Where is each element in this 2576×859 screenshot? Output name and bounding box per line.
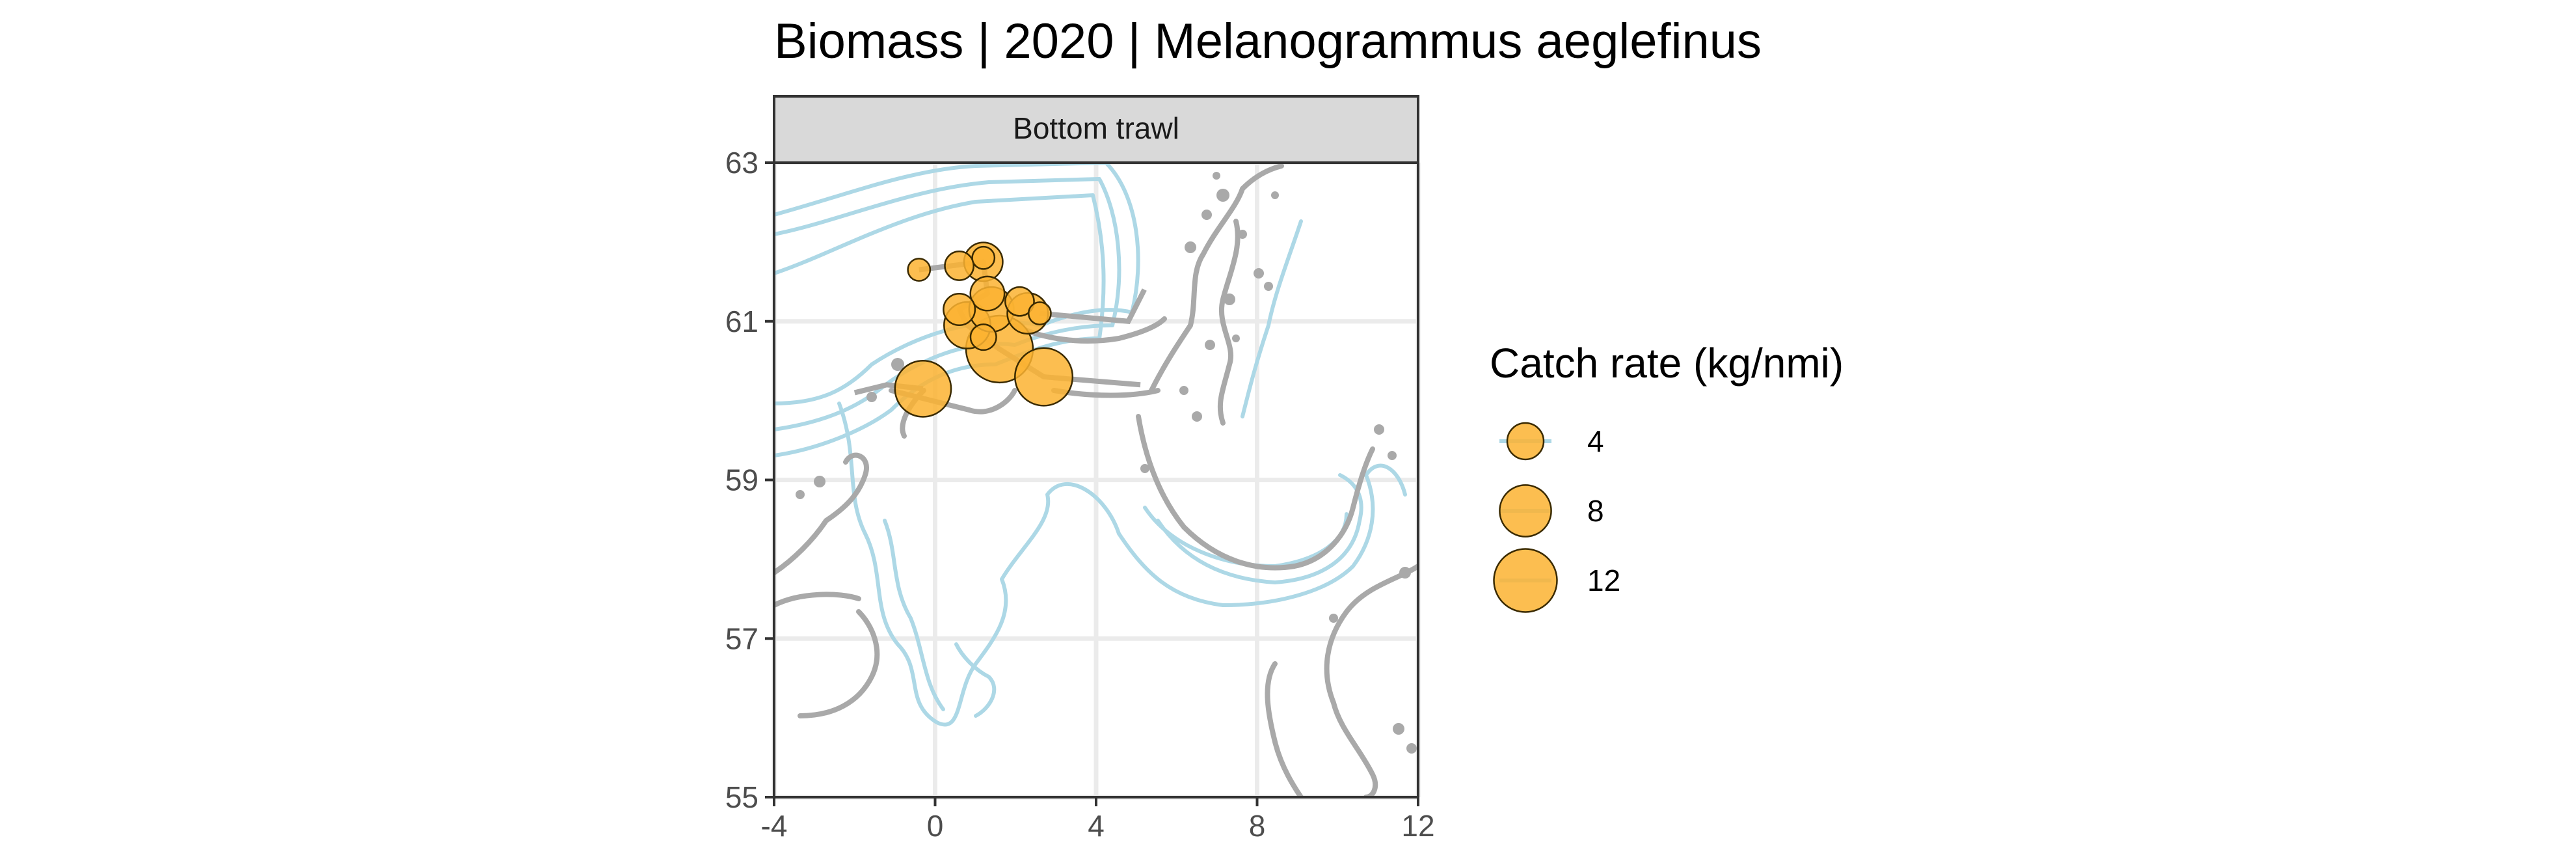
legend-label: 8 xyxy=(1587,494,1604,528)
x-tick-label: -4 xyxy=(761,809,788,843)
y-tick-label: 61 xyxy=(725,305,758,338)
catch-point xyxy=(969,275,1006,312)
legend-key-circle xyxy=(1506,422,1545,461)
y-tick-label: 57 xyxy=(725,621,758,655)
catch-point xyxy=(971,245,996,270)
y-tick-label: 59 xyxy=(725,463,758,497)
catch-point xyxy=(944,251,975,281)
chart-title: Biomass | 2020 | Melanogrammus aeglefinu… xyxy=(774,14,1762,69)
catch-point xyxy=(1004,286,1035,317)
catch-point xyxy=(969,323,997,351)
axes: -4 0 4 8 12 55 57 59 61 63 xyxy=(725,146,1435,843)
x-tick-label: 4 xyxy=(1088,809,1105,843)
y-tick-label: 55 xyxy=(725,780,758,814)
x-tick-label: 12 xyxy=(1401,809,1434,843)
catch-point xyxy=(1014,347,1074,407)
coastline-fragments xyxy=(796,172,1417,754)
legend-key-circle xyxy=(1499,484,1552,538)
data-points xyxy=(853,241,1147,418)
facet-strip xyxy=(773,95,1419,164)
legend-label: 4 xyxy=(1587,424,1604,458)
x-tick-label: 8 xyxy=(1249,809,1266,843)
survey-track xyxy=(1040,288,1147,324)
catch-point xyxy=(1027,301,1052,325)
map-layers xyxy=(774,163,1418,797)
facet-strip-label: Bottom trawl xyxy=(1013,111,1179,145)
y-tick-label: 63 xyxy=(725,146,758,180)
legend: Catch rate (kg/nmi) 4 8 12 xyxy=(1490,340,1844,613)
catch-point xyxy=(943,292,976,326)
legend-title: Catch rate (kg/nmi) xyxy=(1490,340,1844,387)
x-tick-label: 0 xyxy=(927,809,944,843)
catch-point xyxy=(907,258,932,282)
legend-key-circle xyxy=(1493,548,1558,613)
catch-point xyxy=(894,359,952,418)
legend-label: 12 xyxy=(1587,564,1620,597)
